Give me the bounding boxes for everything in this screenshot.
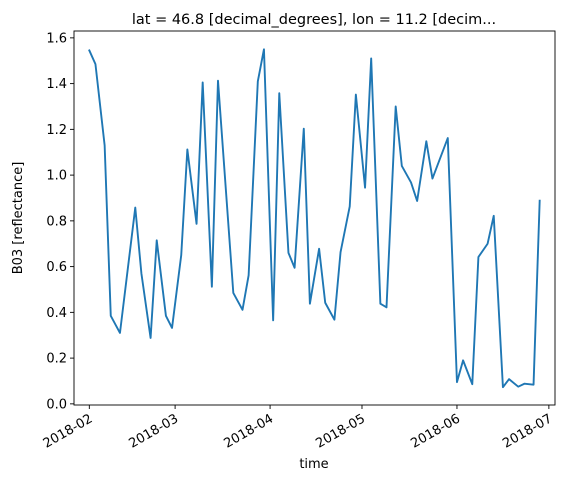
y-tick-label: 0.8 — [46, 214, 67, 229]
x-tick-label: 2018-07 — [500, 411, 555, 451]
y-tick-label: 0.0 — [46, 397, 67, 412]
plot-frame — [73, 30, 556, 406]
chart-title: lat = 46.8 [decimal_degrees], lon = 11.2… — [132, 12, 496, 28]
x-axis-label: time — [299, 457, 328, 472]
y-tick-label: 1.0 — [46, 169, 67, 184]
data-points-layer — [89, 49, 539, 387]
x-tick-label: 2018-03 — [127, 411, 182, 451]
y-tick-label: 0.4 — [46, 306, 67, 321]
x-tick-label: 2018-02 — [41, 411, 96, 451]
y-axis-label: B03 [reflectance] — [11, 162, 26, 275]
y-tick-label: 1.2 — [46, 123, 67, 138]
y-tick-label: 1.6 — [46, 31, 67, 46]
x-tick-label: 2018-06 — [408, 411, 463, 451]
y-tick-label: 1.4 — [46, 77, 67, 92]
x-tick-label: 2018-05 — [313, 411, 368, 451]
x-tick-label: 2018-04 — [222, 411, 277, 451]
ticks-layer: 0.0 0.2 0.4 0.6 0.8 1.0 1.2 1.4 1.6 2018-02 2018-0… — [41, 31, 555, 451]
y-tick-label: 0.6 — [46, 260, 67, 275]
series-line — [88, 48, 541, 389]
y-tick-label: 0.2 — [46, 352, 67, 367]
